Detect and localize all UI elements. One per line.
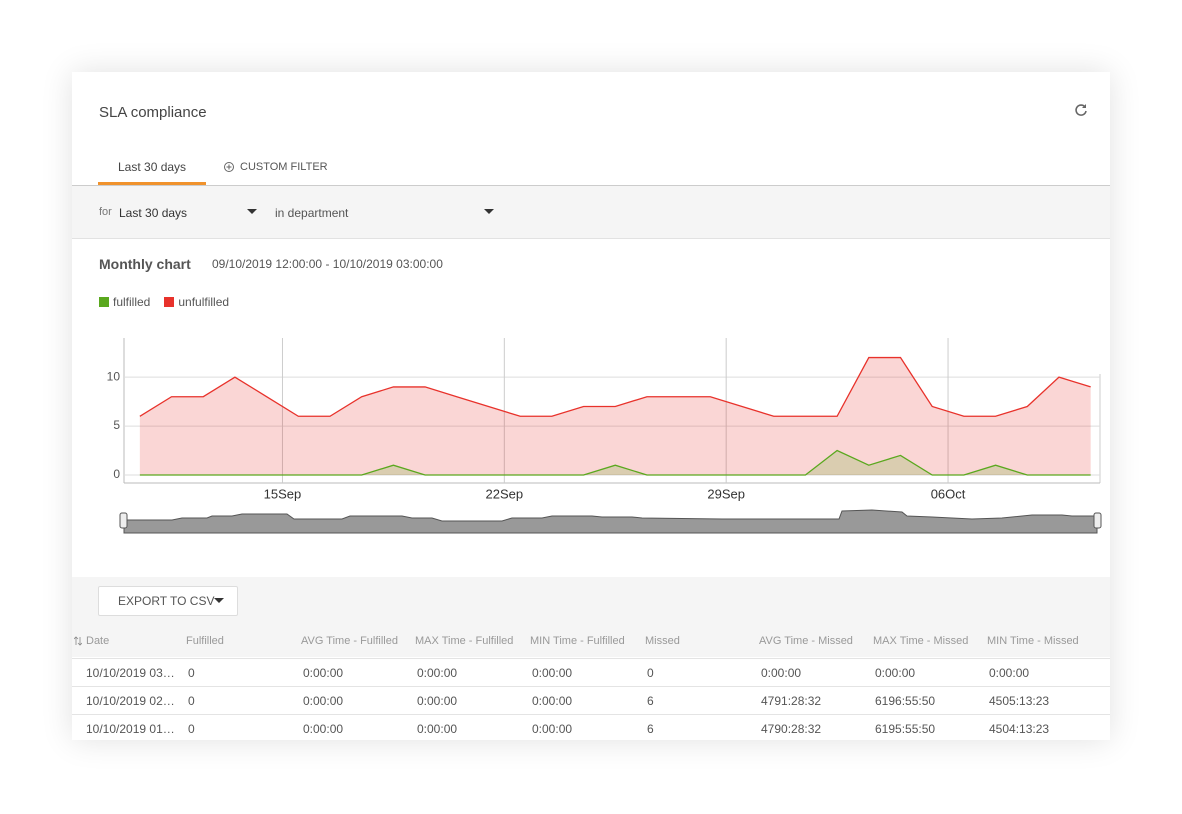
column-header: AVG Time - Fulfilled	[301, 635, 398, 647]
card-title: SLA compliance	[99, 104, 207, 121]
row-separator	[72, 658, 1110, 659]
column-header: AVG Time - Missed	[759, 635, 853, 647]
period-select[interactable]: Last 30 days	[119, 206, 188, 220]
legend-swatch	[164, 297, 175, 307]
table-cell: 0:00:00	[532, 722, 573, 736]
legend-item: fulfilled	[99, 295, 150, 309]
table-cell: 0	[188, 722, 195, 736]
table-cell: 6195:55:50	[875, 722, 936, 736]
x-tick-label: 06Oct	[931, 486, 966, 501]
legend-item: unfulfilled	[164, 295, 229, 309]
row-separator	[72, 686, 1110, 687]
table-cell: 0:00:00	[303, 666, 344, 680]
series-line	[139, 356, 1091, 417]
column-header: MIN Time - Missed	[987, 635, 1079, 647]
export-button[interactable]	[98, 586, 238, 616]
legend-label: unfulfilled	[178, 295, 230, 309]
table-cell: 4504:13:23	[989, 722, 1050, 736]
table-cell: 0:00:00	[989, 666, 1030, 680]
table-cell: 4791:28:32	[761, 694, 822, 708]
dropdown-arrow	[484, 209, 494, 214]
table-toolbar	[72, 577, 1110, 657]
column-header: Fulfilled	[186, 635, 224, 647]
column-header: Missed	[645, 635, 680, 647]
legend-swatch	[99, 297, 109, 307]
table-cell: 0:00:00	[761, 666, 802, 680]
table-cell: 0	[188, 694, 195, 708]
row-separator	[72, 714, 1110, 715]
table-cell: 6196:55:50	[875, 694, 936, 708]
table-cell: 10/10/2019 03…	[86, 666, 175, 680]
navigator	[119, 509, 1102, 534]
table-cell: 4505:13:23	[989, 694, 1050, 708]
area-fill	[139, 357, 1091, 475]
column-header: Date	[86, 635, 110, 647]
y-tick-label: 10	[107, 369, 121, 383]
sort-icon[interactable]	[74, 636, 82, 646]
x-tick-label: 15Sep	[264, 486, 302, 501]
table-cell: 0:00:00	[417, 722, 458, 736]
tab-indicator	[98, 182, 206, 185]
dropdown-arrow	[247, 209, 257, 214]
table-cell: 4790:28:32	[761, 722, 822, 736]
chart-title: Monthly chart	[99, 256, 191, 272]
table-cell: 6	[647, 722, 654, 736]
table-cell: 0:00:00	[875, 666, 916, 680]
table-cell: 0:00:00	[303, 694, 344, 708]
tab[interactable]: Last 30 days	[118, 160, 187, 174]
column-header: MIN Time - Fulfilled	[530, 635, 625, 647]
table-cell: 0	[647, 666, 654, 680]
table-cell: 6	[647, 694, 654, 708]
table-cell: 0:00:00	[417, 694, 458, 708]
column-header: MAX Time - Fulfilled	[415, 635, 514, 647]
table-cell: 0:00:00	[532, 666, 573, 680]
table-cell: 0	[188, 666, 195, 680]
filter-label: for	[99, 206, 112, 218]
department-select[interactable]: in department	[275, 206, 349, 220]
series-line	[139, 449, 1091, 476]
table-cell: 10/10/2019 02…	[86, 694, 175, 708]
filter-bar	[72, 185, 1110, 239]
legend: fulfilled unfulfilled	[99, 295, 229, 309]
table-cell: 10/10/2019 01…	[86, 722, 175, 736]
export-label: EXPORT TO CSV	[118, 594, 215, 608]
dropdown-arrow	[214, 598, 224, 603]
table-cell: 0:00:00	[532, 694, 573, 708]
plus-icon	[224, 162, 234, 172]
table-cell: 0:00:00	[417, 666, 458, 680]
legend-label: fulfilled	[113, 295, 151, 309]
refresh-icon[interactable]	[1073, 102, 1089, 118]
y-tick-label: 5	[113, 418, 120, 432]
x-tick-label: 29Sep	[707, 486, 745, 501]
chart: 0 5 10 15Sep 22Sep 29Sep 06Oct	[107, 338, 1102, 534]
chart-subtitle: 09/10/2019 12:00:00 - 10/10/2019 03:00:0…	[212, 257, 443, 271]
area-fill	[139, 450, 1091, 475]
y-tick-label: 0	[113, 467, 120, 481]
column-header: MAX Time - Missed	[873, 635, 969, 647]
x-tick-label: 22Sep	[486, 486, 524, 501]
tab[interactable]: CUSTOM FILTER	[240, 161, 328, 173]
table-cell: 0:00:00	[303, 722, 344, 736]
